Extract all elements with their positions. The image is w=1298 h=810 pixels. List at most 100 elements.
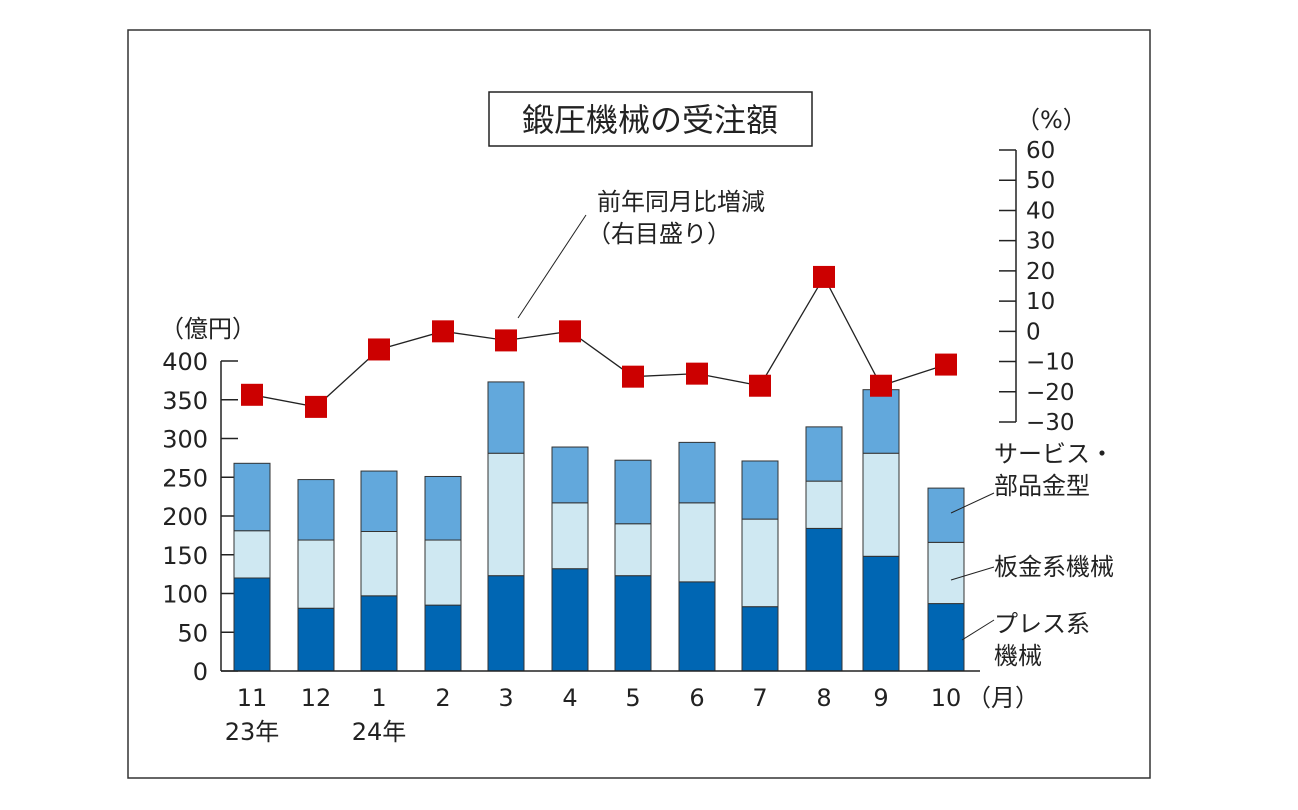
bar-segment-3 <box>678 441 716 504</box>
left-tick-label: 0 <box>193 658 208 686</box>
bar-segment-1 <box>424 604 462 672</box>
right-tick-label: −30 <box>1026 410 1075 436</box>
yoy-line <box>241 265 957 418</box>
line-series-sublabel: （右目盛り） <box>587 220 731 248</box>
bar-segment-1 <box>360 595 398 672</box>
left-tick-label: 150 <box>162 542 208 570</box>
bar-segment-3 <box>741 460 779 520</box>
left-tick-label: 300 <box>162 426 208 454</box>
line-series-label: 前年同月比増減 <box>597 188 765 216</box>
bar-segment-3 <box>297 479 335 541</box>
x-tick-label: 7 <box>752 684 767 712</box>
x-tick-label: 12 <box>301 684 332 712</box>
left-axis-unit: （億円） <box>160 315 256 343</box>
bar-segment-3 <box>233 462 271 532</box>
bar-segment-1 <box>862 555 900 672</box>
bar-segment-1 <box>233 577 271 672</box>
bar-segment-3 <box>487 381 525 454</box>
left-tick-label: 50 <box>177 619 208 647</box>
chart-title: 鍛圧機械の受注額 <box>522 101 778 139</box>
right-axis-unit: （%） <box>1016 106 1087 134</box>
x-tick-label: 2 <box>435 684 450 712</box>
x-tick-label: 5 <box>625 684 640 712</box>
line-series-leader <box>517 214 587 319</box>
bar-segment-2 <box>678 502 716 583</box>
bar-segment-1 <box>551 568 589 672</box>
left-tick-label: 200 <box>162 503 208 531</box>
bar-segment-3 <box>862 389 900 454</box>
left-tick-label: 250 <box>162 464 208 492</box>
bar-segment-1 <box>805 527 843 672</box>
series-label: プレス系 <box>994 610 1090 638</box>
bar-segment-3 <box>551 446 589 504</box>
x-tick-label: 6 <box>689 684 704 712</box>
bar-segment-2 <box>297 539 335 609</box>
right-tick-label: 20 <box>1026 259 1055 285</box>
bar-segment-1 <box>741 606 779 672</box>
bar-segment-1 <box>927 603 965 672</box>
x-tick-label: 4 <box>562 684 577 712</box>
x-tick-label: 10 <box>931 684 962 712</box>
series-label: 部品金型 <box>994 472 1090 500</box>
bar-segment-2 <box>862 452 900 557</box>
yoy-marker <box>749 374 771 397</box>
right-tick-label: 40 <box>1026 198 1055 224</box>
bar-segment-3 <box>360 470 398 532</box>
series-label-leader <box>950 492 995 514</box>
year-label: 23年 <box>225 718 280 746</box>
bar-segment-1 <box>678 581 716 672</box>
right-tick-label: 30 <box>1026 229 1055 255</box>
bars <box>221 381 980 672</box>
x-tick-label: 8 <box>816 684 831 712</box>
yoy-marker <box>305 395 327 418</box>
year-label: 24年 <box>352 718 407 746</box>
yoy-marker <box>622 365 644 388</box>
series-label: サービス・ <box>994 440 1114 468</box>
bar-segment-3 <box>614 459 652 525</box>
series-label-leader <box>961 619 995 641</box>
bar-segment-2 <box>805 480 843 529</box>
right-tick-label: 50 <box>1026 168 1055 194</box>
yoy-marker <box>495 329 517 352</box>
series-label: 板金系機械 <box>994 553 1114 581</box>
left-tick-label: 100 <box>162 581 208 609</box>
bar-segment-3 <box>424 475 462 541</box>
left-tick-label: 400 <box>162 348 208 376</box>
left-axis: 0 50 100 150 200 250 300 350 400 （億円） <box>160 315 256 686</box>
bar-segment-3 <box>927 487 965 543</box>
right-tick-label: 60 <box>1026 138 1055 164</box>
right-tick-label: 0 <box>1026 319 1041 345</box>
right-tick-label: −20 <box>1026 380 1075 406</box>
bar-segment-3 <box>805 426 843 482</box>
series-label-leader <box>950 566 995 581</box>
bar-segment-1 <box>487 575 525 672</box>
yoy-marker <box>870 374 892 397</box>
yoy-marker <box>813 265 835 288</box>
yoy-marker <box>686 362 708 385</box>
bar-segment-2 <box>360 531 398 597</box>
right-axis: 60 50 40 30 20 10 0 −10 −20 −30 （%） <box>999 106 1087 436</box>
bar-segment-2 <box>551 502 589 570</box>
x-tick-label: 11 <box>237 684 268 712</box>
bar-segment-1 <box>614 575 652 672</box>
bar-segment-2 <box>927 541 965 605</box>
x-tick-label: 3 <box>498 684 513 712</box>
left-tick-label: 350 <box>162 387 208 415</box>
bar-segment-2 <box>741 518 779 608</box>
yoy-marker <box>368 338 390 361</box>
bar-segment-1 <box>297 607 335 672</box>
yoy-marker <box>935 353 957 376</box>
x-tick-label: 1 <box>371 684 386 712</box>
bar-segment-2 <box>233 530 271 579</box>
right-tick-label: 10 <box>1026 289 1055 315</box>
bar-segment-2 <box>487 452 525 577</box>
right-tick-label: −10 <box>1026 350 1075 376</box>
yoy-marker <box>432 320 454 343</box>
bar-segment-2 <box>614 523 652 577</box>
title-box <box>488 91 813 147</box>
x-tick-label: 9 <box>873 684 888 712</box>
yoy-marker <box>559 320 581 343</box>
